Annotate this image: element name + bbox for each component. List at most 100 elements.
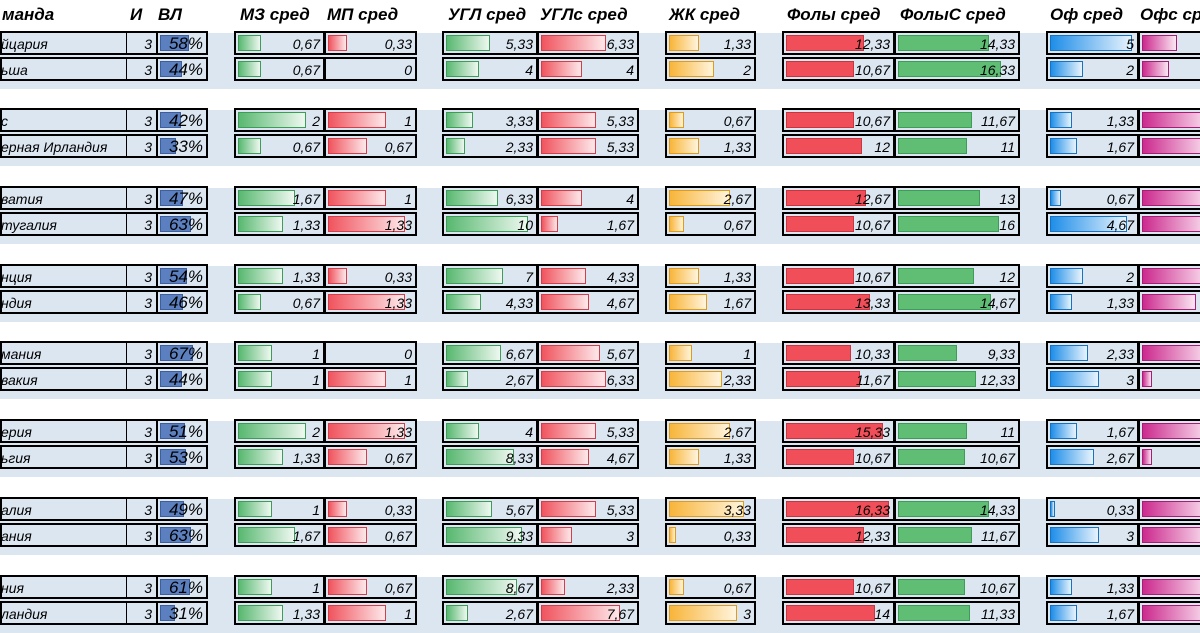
cell-ugl[interactable]: 8,67: [442, 575, 538, 599]
cell-games[interactable]: 3: [126, 419, 157, 443]
cell-zhk[interactable]: 2,33: [665, 367, 756, 391]
cell-foly[interactable]: 10,33: [782, 341, 895, 365]
cell-ofs[interactable]: [1138, 264, 1200, 288]
cell-foly[interactable]: 12,33: [782, 523, 895, 547]
cell-ofs[interactable]: [1138, 341, 1200, 365]
cell-team[interactable]: ндия: [0, 290, 127, 314]
cell-games[interactable]: 3: [126, 367, 157, 391]
cell-vl[interactable]: 51%: [156, 419, 208, 443]
cell-ofs[interactable]: [1138, 367, 1200, 391]
cell-zhk[interactable]: 0,67: [665, 108, 756, 132]
cell-ugls[interactable]: 3: [537, 523, 639, 547]
cell-team[interactable]: тугалия: [0, 212, 127, 236]
cell-vl[interactable]: 42%: [156, 108, 208, 132]
cell-folys[interactable]: 14,33: [894, 31, 1020, 55]
cell-mz[interactable]: 2: [234, 419, 325, 443]
cell-ugls[interactable]: 5,33: [537, 419, 639, 443]
cell-folys[interactable]: 13: [894, 186, 1020, 210]
cell-foly[interactable]: 10,67: [782, 212, 895, 236]
cell-of[interactable]: 0,33: [1046, 497, 1139, 521]
cell-ugl[interactable]: 5,33: [442, 31, 538, 55]
cell-folys[interactable]: 11,67: [894, 108, 1020, 132]
cell-ugl[interactable]: 10: [442, 212, 538, 236]
cell-vl[interactable]: 61%: [156, 575, 208, 599]
cell-ugls[interactable]: 1,67: [537, 212, 639, 236]
cell-ofs[interactable]: [1138, 186, 1200, 210]
cell-mz[interactable]: 0,67: [234, 57, 325, 81]
cell-team[interactable]: ерная Ирландия: [0, 134, 127, 158]
cell-vl[interactable]: 46%: [156, 290, 208, 314]
cell-mp[interactable]: 0,67: [324, 575, 417, 599]
cell-zhk[interactable]: 1,33: [665, 264, 756, 288]
cell-zhk[interactable]: 2,67: [665, 186, 756, 210]
cell-games[interactable]: 3: [126, 57, 157, 81]
cell-ugl[interactable]: 2,33: [442, 134, 538, 158]
cell-ugls[interactable]: 4,67: [537, 445, 639, 469]
cell-games[interactable]: 3: [126, 497, 157, 521]
cell-foly[interactable]: 15,33: [782, 419, 895, 443]
cell-foly[interactable]: 12,67: [782, 186, 895, 210]
cell-ugl[interactable]: 7: [442, 264, 538, 288]
cell-foly[interactable]: 10,67: [782, 57, 895, 81]
cell-games[interactable]: 3: [126, 601, 157, 625]
cell-foly[interactable]: 12: [782, 134, 895, 158]
cell-mp[interactable]: 0,67: [324, 523, 417, 547]
cell-ofs[interactable]: [1138, 134, 1200, 158]
cell-mp[interactable]: 1: [324, 367, 417, 391]
cell-team[interactable]: ерия: [0, 419, 127, 443]
cell-ofs[interactable]: [1138, 575, 1200, 599]
cell-games[interactable]: 3: [126, 290, 157, 314]
cell-ugls[interactable]: 5,33: [537, 497, 639, 521]
cell-vl[interactable]: 53%: [156, 445, 208, 469]
cell-team[interactable]: йцария: [0, 31, 127, 55]
cell-mz[interactable]: 2: [234, 108, 325, 132]
cell-mp[interactable]: 1: [324, 186, 417, 210]
cell-ugl[interactable]: 2,67: [442, 367, 538, 391]
cell-vl[interactable]: 67%: [156, 341, 208, 365]
cell-mp[interactable]: 1: [324, 108, 417, 132]
cell-mp[interactable]: 0,33: [324, 31, 417, 55]
cell-zhk[interactable]: 3: [665, 601, 756, 625]
cell-foly[interactable]: 10,67: [782, 445, 895, 469]
cell-mp[interactable]: 0,67: [324, 134, 417, 158]
cell-folys[interactable]: 16,33: [894, 57, 1020, 81]
cell-games[interactable]: 3: [126, 341, 157, 365]
cell-of[interactable]: 4,67: [1046, 212, 1139, 236]
cell-team[interactable]: мания: [0, 341, 127, 365]
cell-mp[interactable]: 1,33: [324, 419, 417, 443]
cell-ugls[interactable]: 4: [537, 57, 639, 81]
cell-mp[interactable]: 0: [324, 57, 417, 81]
cell-folys[interactable]: 12: [894, 264, 1020, 288]
cell-mz[interactable]: 1: [234, 497, 325, 521]
cell-zhk[interactable]: 1,33: [665, 31, 756, 55]
cell-of[interactable]: 2,33: [1046, 341, 1139, 365]
cell-of[interactable]: 2: [1046, 57, 1139, 81]
cell-ugl[interactable]: 9,33: [442, 523, 538, 547]
cell-zhk[interactable]: 3,33: [665, 497, 756, 521]
cell-vl[interactable]: 33%: [156, 134, 208, 158]
cell-games[interactable]: 3: [126, 134, 157, 158]
cell-folys[interactable]: 9,33: [894, 341, 1020, 365]
cell-ofs[interactable]: [1138, 601, 1200, 625]
cell-mz[interactable]: 0,67: [234, 31, 325, 55]
cell-folys[interactable]: 11: [894, 134, 1020, 158]
cell-vl[interactable]: 54%: [156, 264, 208, 288]
cell-mp[interactable]: 1,33: [324, 212, 417, 236]
cell-team[interactable]: нция: [0, 264, 127, 288]
cell-ugls[interactable]: 6,33: [537, 367, 639, 391]
cell-ofs[interactable]: [1138, 445, 1200, 469]
cell-ugl[interactable]: 6,67: [442, 341, 538, 365]
cell-ugls[interactable]: 4,67: [537, 290, 639, 314]
cell-of[interactable]: 2,67: [1046, 445, 1139, 469]
cell-zhk[interactable]: 1: [665, 341, 756, 365]
cell-zhk[interactable]: 0,67: [665, 575, 756, 599]
cell-of[interactable]: 2: [1046, 264, 1139, 288]
cell-ugl[interactable]: 8,33: [442, 445, 538, 469]
cell-folys[interactable]: 14,67: [894, 290, 1020, 314]
cell-vl[interactable]: 44%: [156, 57, 208, 81]
cell-zhk[interactable]: 0,33: [665, 523, 756, 547]
cell-foly[interactable]: 10,67: [782, 264, 895, 288]
cell-games[interactable]: 3: [126, 264, 157, 288]
cell-team[interactable]: ландия: [0, 601, 127, 625]
cell-ofs[interactable]: [1138, 419, 1200, 443]
